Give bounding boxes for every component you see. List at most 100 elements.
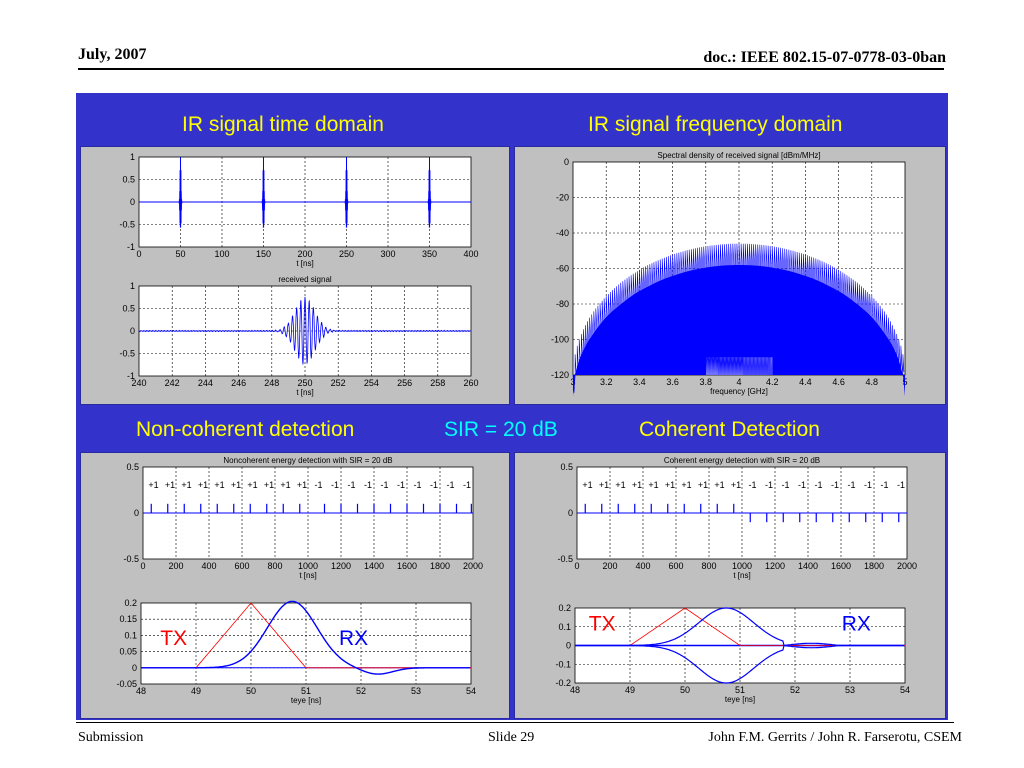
x-tick-label: 350 [422,249,437,259]
bit-label: +1 [297,480,307,490]
chart-coherent-detection: 0 200 400 600 800 1000 1200 1400 1600 1800 2000 0.5… [557,456,917,580]
x-tick-label: 54 [466,686,476,696]
bit-label: -1 [897,480,905,490]
bit-label: +1 [632,480,642,490]
x-tick-label: 252 [331,378,346,388]
chart-title: Coherent energy detection with SIR = 20 … [664,456,820,465]
y-tick-label: 0 [566,641,571,651]
x-tick-label: 200 [297,249,312,259]
bit-label: -1 [798,480,806,490]
bit-label: -1 [446,480,454,490]
x-tick-label: 0 [140,561,145,571]
x-tick-label: 1800 [864,561,884,571]
x-tick-label: 4.4 [799,377,812,387]
heading-time-domain: IR signal time domain [182,113,384,136]
noncoherent-charts: 0 200 400 600 800 1000 1200 1400 1600 1800 2000 0.5… [116,456,483,705]
chart-pulse-train: 0 50 100 150 200 250 300 350 400 1 0.5 0 -0.5 -1 t [ns… [119,152,478,268]
bit-label: +1 [599,480,609,490]
x-tick-label: 48 [136,686,146,696]
header-date: July, 2007 [78,46,147,63]
x-tick-label: 1200 [331,561,351,571]
y-tick-label: 0.1 [124,630,137,640]
rx-label: RX [339,627,368,650]
bit-label: -1 [397,480,405,490]
chart-spectral-density: 33.23.43.63.844.24.44.64.850-20-40-60-80… [551,151,908,397]
bit-label: -1 [781,480,789,490]
footer-submission: Submission [78,730,144,745]
x-tick-label: 200 [602,561,617,571]
tx-label: TX [589,613,616,636]
bit-label: +1 [280,480,290,490]
x-tick-label: 800 [701,561,716,571]
y-tick-label: 0.5 [126,462,139,472]
y-tick-label: 0 [564,157,569,167]
pulse [178,156,183,228]
header-rule [78,68,944,70]
heading-sir: SIR = 20 dB [444,418,558,441]
chart-received-signal: 240 242 244 246 248 250 252 254 256 258 260 1 0.5 0 -0… [119,275,478,397]
x-tick-label: 1000 [732,561,752,571]
y-tick-label: -60 [556,264,569,274]
x-tick-label: 51 [301,686,311,696]
bit-label: -1 [765,480,773,490]
y-tick-label: 0.15 [119,614,137,624]
x-tick-label: 2000 [897,561,917,571]
y-tick-label: -0.5 [123,554,139,564]
x-tick-label: 1400 [798,561,818,571]
x-tick-label: 4.2 [766,377,779,387]
bit-label: -1 [847,480,855,490]
tx-label: TX [160,627,187,650]
x-axis-label: t [ns] [299,571,316,580]
bit-label: -1 [864,480,872,490]
y-tick-label: 0.1 [558,622,571,632]
x-tick-label: 49 [625,685,635,695]
x-tick-label: 254 [364,378,379,388]
x-axis-label: t [ns] [733,571,750,580]
y-tick-label: 0 [130,326,135,336]
bit-label: +1 [165,480,175,490]
y-tick-label: -1 [127,371,135,381]
footer-rule [76,722,954,723]
panel-noncoherent: 0 200 400 600 800 1000 1200 1400 1600 1800 2000 0.5… [80,452,510,719]
header-doc-id: doc.: IEEE 802.15-07-0778-03-0ban [703,49,946,66]
bit-label: +1 [648,480,658,490]
x-tick-label: 800 [267,561,282,571]
coherent-charts: 0 200 400 600 800 1000 1200 1400 1600 1800 2000 0.5… [555,456,917,704]
x-tick-label: 54 [900,685,910,695]
x-axis-label: teye [ns] [291,696,321,705]
y-tick-label: 0.2 [558,603,571,613]
bit-label: +1 [264,480,274,490]
rx-eye-lower [575,644,904,684]
bit-label: +1 [665,480,675,490]
bit-label: +1 [681,480,691,490]
heading-noncoherent: Non-coherent detection [136,418,355,441]
chart-coherent-eye: 48 49 50 51 52 53 54 0.2 0.1 0 -0.1 -0.2 teye [ns] TX… [555,603,910,704]
chart-noncoherent-detection: 0 200 400 600 800 1000 1200 1400 1600 1800 2000 0.5… [123,456,483,580]
pulse [344,156,349,228]
y-tick-label: 0.5 [122,175,135,185]
x-tick-label: 2000 [463,561,483,571]
x-tick-label: 48 [570,685,580,695]
bit-label: -1 [748,480,756,490]
plot-frame [140,602,472,685]
bit-label: -1 [314,480,322,490]
time-domain-charts: 0 50 100 150 200 250 300 350 400 1 0.5 0 -0.5 -1 t [ns… [119,152,478,397]
y-tick-label: -100 [551,335,569,345]
bit-label: +1 [698,480,708,490]
bit-label: +1 [582,480,592,490]
y-tick-label: -0.1 [555,659,571,669]
x-tick-label: 242 [165,378,180,388]
bit-label: +1 [731,480,741,490]
x-tick-label: 50 [175,249,185,259]
y-tick-label: 0.2 [124,598,137,608]
heading-freq-domain: IR signal frequency domain [588,113,843,136]
bit-label: -1 [380,480,388,490]
x-tick-label: 248 [264,378,279,388]
y-tick-label: -1 [127,242,135,252]
bit-label: +1 [214,480,224,490]
x-tick-label: 4.6 [832,377,845,387]
x-axis-label: teye [ns] [725,695,755,704]
x-tick-label: 100 [214,249,229,259]
x-tick-label: 200 [168,561,183,571]
pulse [261,156,266,228]
